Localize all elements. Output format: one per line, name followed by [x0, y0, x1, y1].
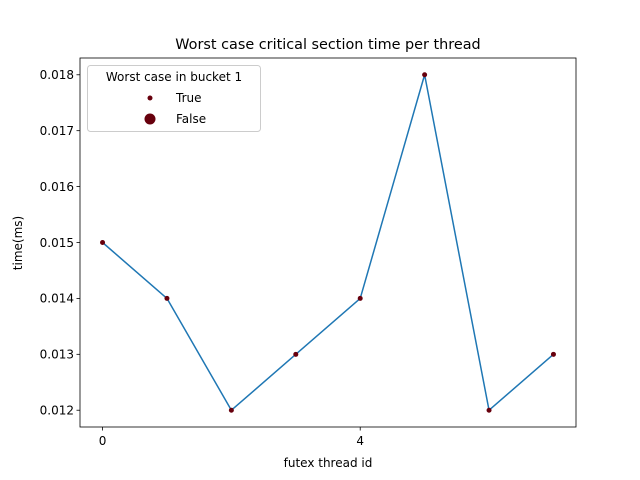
- legend-label-false: False: [176, 112, 206, 126]
- x-tick-label: 0: [99, 434, 107, 448]
- y-tick-label: 0.016: [40, 180, 74, 194]
- legend-box: [87, 65, 261, 132]
- x-axis-label: futex thread id: [284, 456, 373, 470]
- series-line: [102, 74, 554, 411]
- data-point: [486, 407, 492, 413]
- y-tick-label: 0.017: [40, 124, 74, 138]
- y-axis-label: time(ms): [11, 216, 25, 270]
- data-point: [228, 407, 234, 413]
- y-tick-label: 0.015: [40, 236, 74, 250]
- legend: Worst case in bucket 1 True False: [87, 65, 261, 132]
- data-markers: [100, 72, 556, 413]
- y-axis-ticks: 0.012 0.013 0.014 0.015 0.016 0.017 0.018: [40, 68, 80, 418]
- y-tick-label: 0.013: [40, 348, 74, 362]
- chart-title: Worst case critical section time per thr…: [175, 37, 480, 53]
- legend-marker-true: [147, 95, 153, 101]
- y-tick-label: 0.012: [40, 404, 74, 418]
- legend-title: Worst case in bucket 1: [106, 70, 242, 84]
- legend-marker-false: [144, 113, 156, 125]
- x-tick-label: 4: [356, 434, 364, 448]
- data-point: [422, 72, 428, 78]
- data-point: [100, 240, 106, 245]
- plot-frame: [79, 57, 577, 428]
- data-point: [357, 295, 363, 301]
- y-tick-label: 0.018: [40, 68, 74, 82]
- data-point: [164, 295, 170, 301]
- data-point: [550, 351, 556, 357]
- legend-label-true: True: [175, 91, 202, 105]
- y-tick-label: 0.014: [40, 292, 74, 306]
- data-point: [293, 351, 299, 357]
